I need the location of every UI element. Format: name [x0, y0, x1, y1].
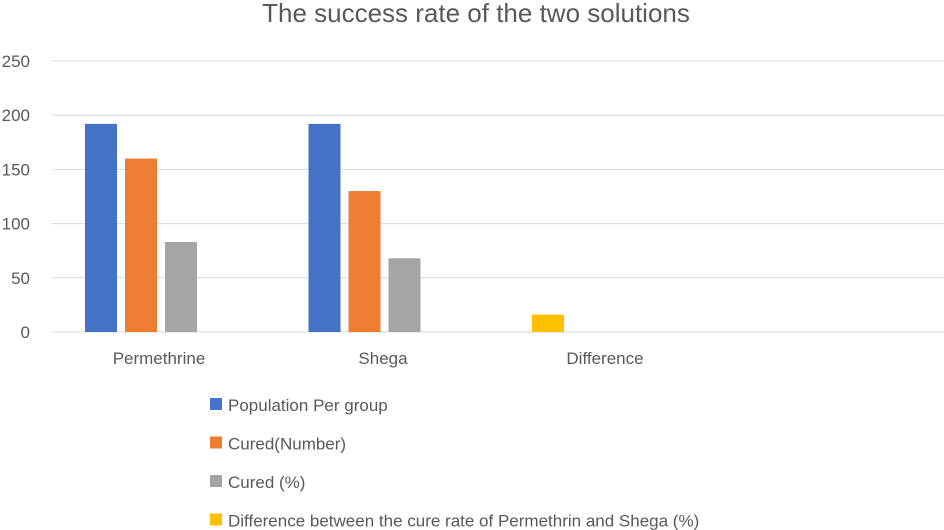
x-category-label: Difference [566, 349, 643, 368]
bar-cured-shega [388, 258, 421, 332]
legend-swatch [210, 475, 222, 487]
y-tick-label: 150 [2, 160, 30, 179]
bars [85, 123, 564, 332]
bar-population-per-group-shega [308, 123, 341, 332]
bar-difference-between-the-cure-rate-of-permethrin-and-shega-difference [532, 314, 564, 332]
x-axis-category-labels: Permethrine Shega Difference [113, 349, 644, 368]
x-category-label: Shega [358, 349, 408, 368]
bar-cured-number-shega [348, 191, 381, 332]
y-tick-label: 50 [11, 269, 30, 288]
y-tick-label: 100 [2, 215, 30, 234]
gridlines [52, 60, 944, 333]
bar-cured-permethrine [165, 242, 197, 332]
bar-cured-number-permethrine [125, 158, 157, 332]
legend-swatch [210, 398, 222, 410]
legend-label: Cured(Number) [228, 435, 346, 454]
bar-population-per-group-permethrine [85, 123, 117, 332]
legend-label: Cured (%) [228, 473, 305, 492]
chart-title: The success rate of the two solutions [262, 0, 690, 28]
legend-label: Difference between the cure rate of Perm… [228, 512, 699, 530]
y-tick-label: 0 [21, 323, 30, 342]
y-tick-label: 200 [2, 106, 30, 125]
x-category-label: Permethrine [113, 349, 206, 368]
legend: Population Per group Cured(Number) Cured (… [210, 396, 699, 530]
legend-label: Population Per group [228, 396, 388, 415]
y-tick-label: 250 [2, 52, 30, 71]
legend-swatch [210, 513, 222, 526]
y-axis-tick-labels: 0 50 100 150 200 250 [2, 52, 30, 342]
legend-swatch [210, 436, 222, 449]
